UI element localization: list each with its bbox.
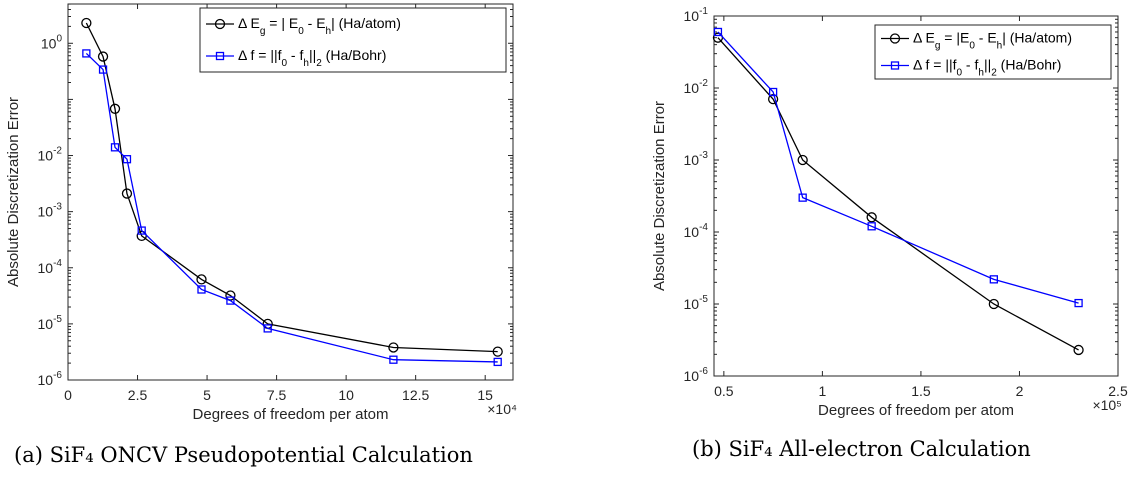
data-point [797,154,808,166]
series-line [717,37,1079,351]
series-line [85,52,498,363]
x-tick-label: 2 [1016,383,1024,399]
y-tick-label: 10-5 [38,314,63,332]
data-point [98,65,108,74]
x-tick-label: 1 [818,383,826,399]
y-tick-label: 10-5 [684,294,709,312]
data-point [867,222,876,231]
data-point [109,103,121,114]
y-tick-label: 10-6 [38,370,63,388]
y-axis-title: Absolute Discretization Error [651,101,668,291]
x-axis-title: Degrees of freedom per atom [193,406,389,423]
plot-area [67,3,514,381]
data-point [97,51,109,62]
plot-area [713,15,1119,377]
x-exponent-label: ×10⁵ [1092,397,1122,413]
legend-box [199,7,507,73]
y-axis-title: Absolute Discretization Error [5,97,22,287]
legend: Δ Eg = | E0 - Eh| (Ha/atom) Δ f = ||f0 - … [199,7,507,73]
data-point [122,155,132,164]
data-point [263,324,272,333]
data-point [82,49,91,58]
y-tick-label: 10-1 [684,6,709,24]
y-tick-label: 10-3 [38,202,63,220]
caption-a: (a) SiF₄ ONCV Pseudopotential Calculatio… [14,443,473,467]
chart-b: 0.5 1 1.5 2 2.5×10⁵ 10-6 10-5 10-4 10-3 10-2 10-1 D… [651,6,1128,419]
legend-label: Δ f = ||f0 - fh||2 (Ha/Bohr) [238,47,386,69]
data-point [1074,298,1083,308]
caption-b: (b) SiF₄ All-electron Calculation [692,437,1031,461]
legend-marker [889,33,901,44]
y-tick-label: 10-6 [684,366,709,384]
legend-box [874,24,1112,80]
x-tick-label: 7.5 [267,387,287,403]
legend-marker [890,61,900,70]
x-tick-label: 12.5 [402,387,429,403]
data-point [767,94,779,105]
data-point [388,342,399,353]
x-tick-label: 0.5 [714,383,734,399]
data-point [768,87,778,97]
y-tick-label: 10-3 [684,150,709,168]
x-exponent-label: ×10⁴ [487,401,517,417]
legend-marker [215,51,225,61]
chart-a: 0 2.5 5 7.5 10 12.5 15×10⁴ 10-6 10-5 10-4 10-3 10-2… [5,3,517,423]
x-tick-label: 5 [203,387,211,403]
legend-label: Δ Eg = | E0 - Eh| (Ha/atom) [238,15,401,37]
data-point [1073,344,1084,356]
data-point [866,212,877,223]
series-2 [82,49,502,367]
data-point [389,355,398,364]
data-point [492,346,503,357]
data-point [493,357,502,367]
series-2 [713,27,1083,308]
data-point [81,17,92,29]
data-point [110,143,120,152]
data-point [713,27,723,37]
y-tick-label: 10-4 [684,222,709,240]
series-line [717,31,1079,304]
series-line [85,22,498,353]
data-point [989,275,998,284]
y-tick-label: 10-2 [684,78,709,96]
y-tick-label: 10-4 [38,258,63,276]
x-tick-label: 2.5 [128,387,148,403]
legend-marker [214,18,226,30]
data-point [121,188,133,199]
x-tick-label: 0 [64,387,72,403]
y-tick-label: 100 [41,33,63,51]
data-point [197,285,206,294]
data-point [798,193,807,202]
x-tick-label: 2.5 [1108,383,1128,399]
y-tick-label: 10-2 [38,146,63,164]
data-point [226,296,235,305]
data-point [196,274,207,285]
series-1 [712,32,1084,356]
legend-label: Δ Eg = |E0 - Eh| (Ha/atom) [913,30,1072,52]
data-point [988,298,999,310]
legend-label: Δ f = ||f0 - fh||2 (Ha/Bohr) [913,57,1061,79]
x-tick-label: 15 [477,387,493,403]
x-tick-label: 1.5 [911,383,931,399]
x-axis-title: Degrees of freedom per atom [818,402,1014,419]
x-tick-label: 10 [338,387,354,403]
legend: Δ Eg = |E0 - Eh| (Ha/atom) Δ f = ||f0 - f… [874,24,1112,80]
data-point [137,226,146,235]
